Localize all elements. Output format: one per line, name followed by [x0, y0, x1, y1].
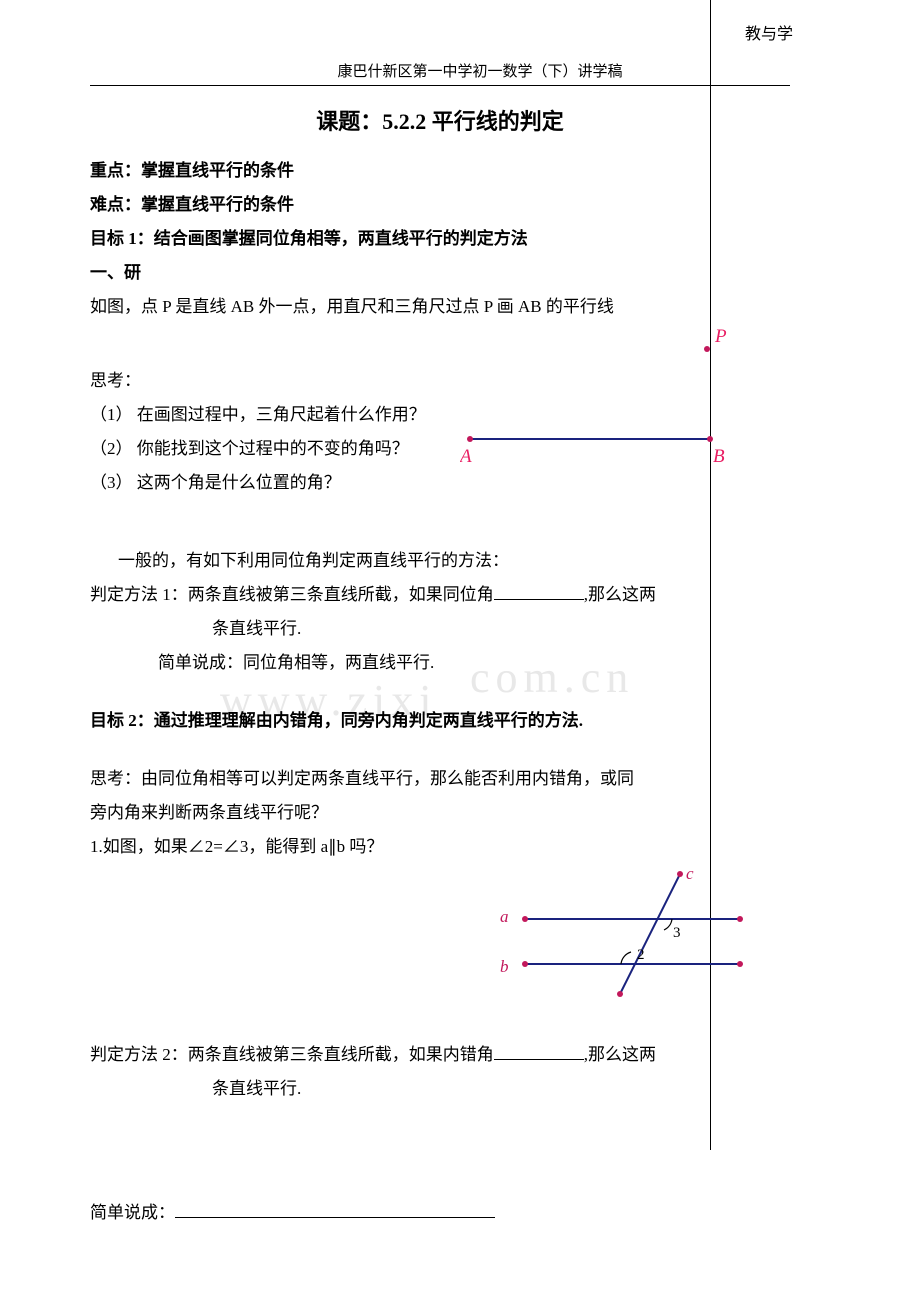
method-2-cont: 条直线平行.	[90, 1072, 790, 1106]
lesson-title: 课题：5.2.2 平行线的判定	[90, 104, 790, 136]
method-1-part-b: ,那么这两	[584, 585, 656, 604]
question-3: （3） 这两个角是什么位置的角？	[90, 466, 426, 500]
angle-3-label: 3	[673, 925, 681, 941]
label-a-fig2: a	[500, 907, 509, 926]
figure-2: c a b 3 2	[480, 864, 760, 1004]
point-a-left	[522, 916, 528, 922]
simple-1-text: 简单说成：同位角相等，两直线平行.	[158, 653, 434, 672]
think-label: 思考：	[90, 364, 426, 398]
point-a-right	[737, 916, 743, 922]
point-p	[704, 346, 710, 352]
simple-2-label: 简单说成：	[90, 1203, 175, 1222]
method-1-part-a: 判定方法 1：两条直线被第三条直线所截，如果同位角	[90, 585, 494, 604]
main-content: 课题：5.2.2 平行线的判定 重点：掌握直线平行的条件 难点：掌握直线平行的条…	[90, 104, 790, 1230]
blank-3[interactable]	[175, 1217, 495, 1218]
general-text: 一般的，有如下利用同位角判定两直线平行的方法：	[90, 544, 790, 578]
goal-1: 目标 1：结合画图掌握同位角相等，两直线平行的判定方法	[90, 222, 790, 256]
angle-3-arc	[664, 919, 672, 930]
section-marker: 一、研	[90, 256, 790, 290]
point-b	[707, 436, 713, 442]
think-2b: 旁内角来判断两条直线平行呢？	[90, 796, 790, 830]
header-underline	[90, 85, 790, 86]
point-c-top	[677, 871, 683, 877]
label-b: B	[713, 446, 725, 467]
instruction-text: 如图，点 P 是直线 AB 外一点，用直尺和三角尺过点 P 画 AB 的平行线	[90, 290, 790, 324]
question-1: （1） 在画图过程中，三角尺起着什么作用？	[90, 398, 426, 432]
think-2a: 思考：由同位角相等可以判定两条直线平行，那么能否利用内错角，或同	[90, 762, 790, 796]
key-point: 重点：掌握直线平行的条件	[90, 154, 790, 188]
point-c-bottom	[617, 991, 623, 997]
line-c	[620, 874, 680, 994]
blank-1[interactable]	[494, 599, 584, 600]
method-2-part-b: ,那么这两	[584, 1045, 656, 1064]
method-2-part-a: 判定方法 2：两条直线被第三条直线所截，如果内错角	[90, 1045, 494, 1064]
point-b-right	[737, 961, 743, 967]
label-p: P	[714, 326, 727, 347]
label-b-fig2: b	[500, 957, 509, 976]
method-2: 判定方法 2：两条直线被第三条直线所截，如果内错角 ,那么这两	[90, 1038, 790, 1072]
figure-1-svg: P A B	[460, 324, 760, 474]
label-c: c	[686, 864, 694, 883]
figure-2-area: c a b 3 2	[90, 864, 790, 1014]
right-margin-note: 教与学	[745, 20, 793, 44]
difficulty: 难点：掌握直线平行的条件	[90, 188, 790, 222]
method-1-cont: 条直线平行.	[90, 612, 790, 646]
figure-1-area: P A B 思考： （1） 在画图过程中，三角尺起着什么作用？ （2） 你能找到…	[90, 324, 790, 484]
point-b-left	[522, 961, 528, 967]
point-a	[467, 436, 473, 442]
figure-2-svg: c a b 3 2	[480, 864, 760, 1004]
label-a: A	[460, 446, 472, 467]
blank-2[interactable]	[494, 1059, 584, 1060]
angle-2-label: 2	[637, 947, 645, 963]
method-1: 判定方法 1：两条直线被第三条直线所截，如果同位角 ,那么这两	[90, 578, 790, 612]
simple-2: 简单说成：	[90, 1196, 790, 1230]
goal-2: 目标 2：通过推理理解由内错角，同旁内角判定两直线平行的方法.	[90, 704, 790, 738]
question-2: （2） 你能找到这个过程中的不变的角吗？	[90, 432, 426, 466]
exercise-1: 1.如图，如果∠2=∠3，能得到 a∥b 吗？	[90, 830, 790, 864]
angle-2-arc	[621, 952, 631, 964]
simple-1: 简单说成：同位角相等，两直线平行. com.cn	[90, 646, 790, 680]
page-header: 康巴什新区第一中学初一数学（下）讲学稿	[90, 60, 870, 81]
figure-1: P A B	[460, 324, 760, 474]
